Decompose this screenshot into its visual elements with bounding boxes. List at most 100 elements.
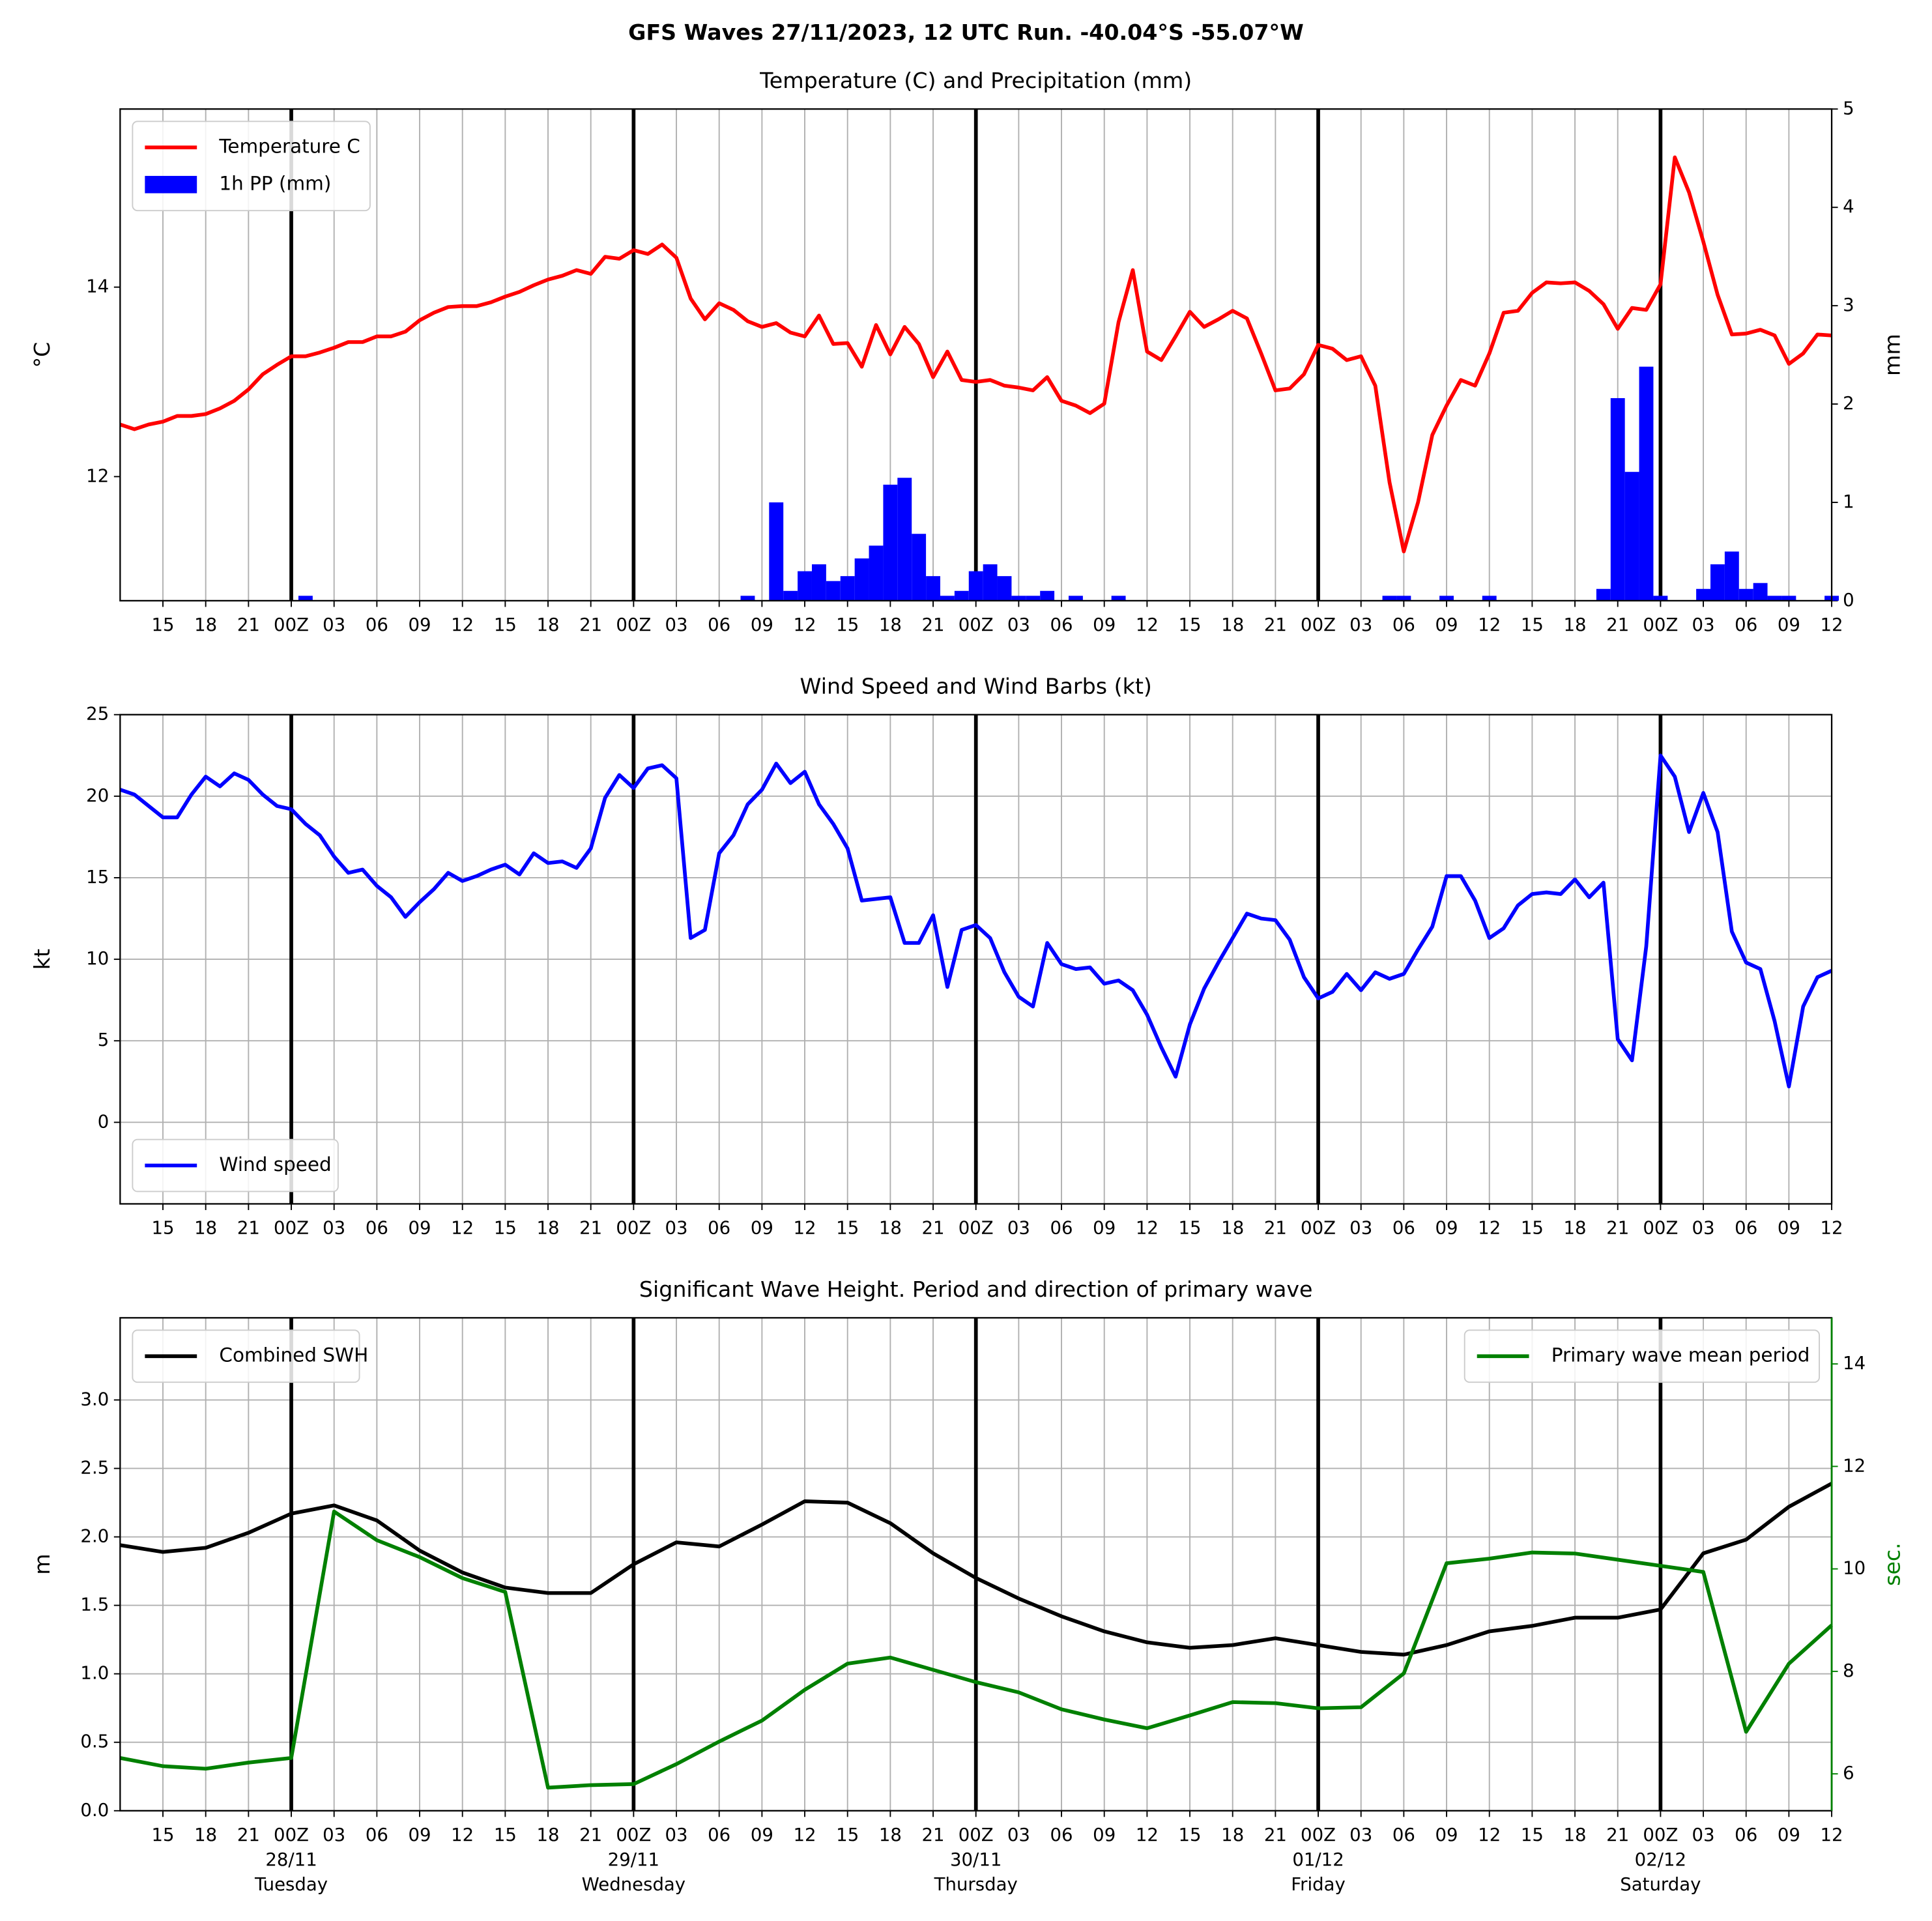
x-tick-label: 00Z 30/11 Thursday <box>934 1825 1018 1895</box>
x-tick-label: 18 <box>194 1825 217 1845</box>
bar <box>826 581 841 601</box>
y2-tick-label: 5 <box>1843 98 1854 119</box>
x-tick-label: 09 <box>1093 614 1116 635</box>
x-tick-label: 18 <box>879 614 902 635</box>
legend-box <box>1463 1329 1820 1383</box>
x-tick-label: 21 <box>237 614 260 635</box>
x-tick-label: 06 <box>1050 1217 1073 1238</box>
bar <box>968 571 983 601</box>
x-tick-label: 12 <box>1478 1825 1501 1845</box>
bar <box>1724 551 1739 601</box>
x-tick-label: 12 <box>794 614 816 635</box>
x-tick-label-line: 30/11 <box>950 1849 1002 1870</box>
x-tick-label-line: 01/12 <box>1292 1849 1344 1870</box>
x-tick-label-line: 00Z <box>1301 1825 1336 1845</box>
bar <box>1767 596 1782 601</box>
x-tick-label: 06 <box>366 614 388 635</box>
chart-title: Temperature (C) and Precipitation (mm) <box>759 68 1192 93</box>
bar <box>1639 366 1654 601</box>
series-line <box>119 753 1833 1089</box>
y2-axis-label: mm <box>1880 334 1905 376</box>
x-tick-label: 00Z <box>1301 614 1336 635</box>
x-tick-label: 18 <box>1221 1217 1244 1238</box>
x-tick-label: 09 <box>1435 1825 1458 1845</box>
y2-tick-label: 14 <box>1843 1353 1866 1374</box>
x-tick-label: 03 <box>1349 1825 1372 1845</box>
x-tick-label: 21 <box>237 1217 260 1238</box>
y2-tick-label: 2 <box>1843 393 1854 414</box>
x-tick-label-line: Thursday <box>934 1874 1018 1895</box>
bar <box>1781 596 1796 601</box>
legend-label: Primary wave mean period <box>1551 1344 1810 1366</box>
y-tick-label: 0.5 <box>80 1731 109 1752</box>
x-tick-label: 15 <box>494 614 517 635</box>
legend-label: Wind speed <box>219 1153 331 1176</box>
y-tick-label: 2.0 <box>80 1526 109 1547</box>
chart-panel: 15 18 21 00Z 03 06 09 12 15 18 21 00Z 03 06 09 12 15 18 21… <box>29 673 1843 1238</box>
x-tick-label-line: 02/12 <box>1635 1849 1686 1870</box>
y-axis-label: kt <box>29 949 55 970</box>
x-tick-label: 15 <box>494 1217 517 1238</box>
y2-tick-label: 10 <box>1843 1558 1866 1579</box>
y2-tick-label: 12 <box>1843 1455 1866 1476</box>
bar <box>1382 596 1397 601</box>
bar <box>926 576 940 601</box>
x-tick-label: 09 <box>751 1217 773 1238</box>
bar <box>1653 596 1668 601</box>
plot-frame <box>119 108 1833 602</box>
bar <box>1439 596 1454 601</box>
x-tick-label: 06 <box>708 1825 730 1845</box>
bar <box>1696 588 1710 601</box>
bar <box>811 564 826 601</box>
x-tick-label: 03 <box>1349 1217 1372 1238</box>
bar <box>1596 588 1611 601</box>
x-tick-label: 06 <box>1050 1825 1073 1845</box>
y-tick-label: 14 <box>86 276 109 297</box>
x-tick-label: 03 <box>1007 1217 1030 1238</box>
x-tick-label: 12 <box>794 1825 816 1845</box>
series-line <box>119 155 1832 554</box>
x-tick-label: 21 <box>1606 1825 1629 1845</box>
x-tick-label: 12 <box>1821 614 1843 635</box>
x-tick-label: 15 <box>1179 614 1202 635</box>
bar <box>912 534 927 601</box>
x-tick-label: 15 <box>1179 1825 1202 1845</box>
x-tick-label: 15 <box>836 614 859 635</box>
bar <box>1624 472 1639 601</box>
x-tick-label: 03 <box>1692 1825 1715 1845</box>
x-tick-label: 18 <box>1564 1825 1587 1845</box>
y-tick-label: 25 <box>86 704 109 725</box>
x-tick-label: 09 <box>751 614 773 635</box>
bar <box>869 545 884 601</box>
bar <box>983 564 998 601</box>
x-tick-label: 03 <box>1007 1825 1030 1845</box>
x-tick-label: 03 <box>323 614 345 635</box>
y-tick-label: 10 <box>86 948 109 969</box>
x-tick-label: 18 <box>537 1825 560 1845</box>
x-tick-label: 21 <box>922 614 945 635</box>
y-tick-label: 1.0 <box>80 1663 109 1684</box>
y-tick-label: 2.5 <box>80 1457 109 1478</box>
legend-label: Temperature C <box>218 136 360 158</box>
x-tick-label: 03 <box>1007 614 1030 635</box>
y2-tick-label: 8 <box>1843 1660 1854 1681</box>
x-tick-label: 06 <box>1392 1217 1415 1238</box>
x-tick-label: 03 <box>1349 614 1372 635</box>
x-tick-label: 09 <box>409 1217 431 1238</box>
bar <box>897 478 912 601</box>
bar <box>1710 564 1725 601</box>
x-tick-label: 00Z 02/12 Saturday <box>1620 1825 1701 1895</box>
x-tick-label: 03 <box>665 1825 688 1845</box>
x-tick-label: 06 <box>1050 614 1073 635</box>
x-tick-label: 00Z <box>1643 614 1678 635</box>
x-tick-label: 06 <box>366 1217 388 1238</box>
x-tick-label: 00Z 01/12 Friday <box>1291 1825 1345 1895</box>
x-tick-label: 00Z <box>1643 1217 1678 1238</box>
x-tick-label: 09 <box>1435 1217 1458 1238</box>
bar <box>1026 596 1041 601</box>
x-tick-label-line: Friday <box>1291 1874 1345 1895</box>
y2-tick-label: 6 <box>1843 1763 1854 1784</box>
x-tick-label: 12 <box>794 1217 816 1238</box>
x-tick-label: 15 <box>836 1825 859 1845</box>
